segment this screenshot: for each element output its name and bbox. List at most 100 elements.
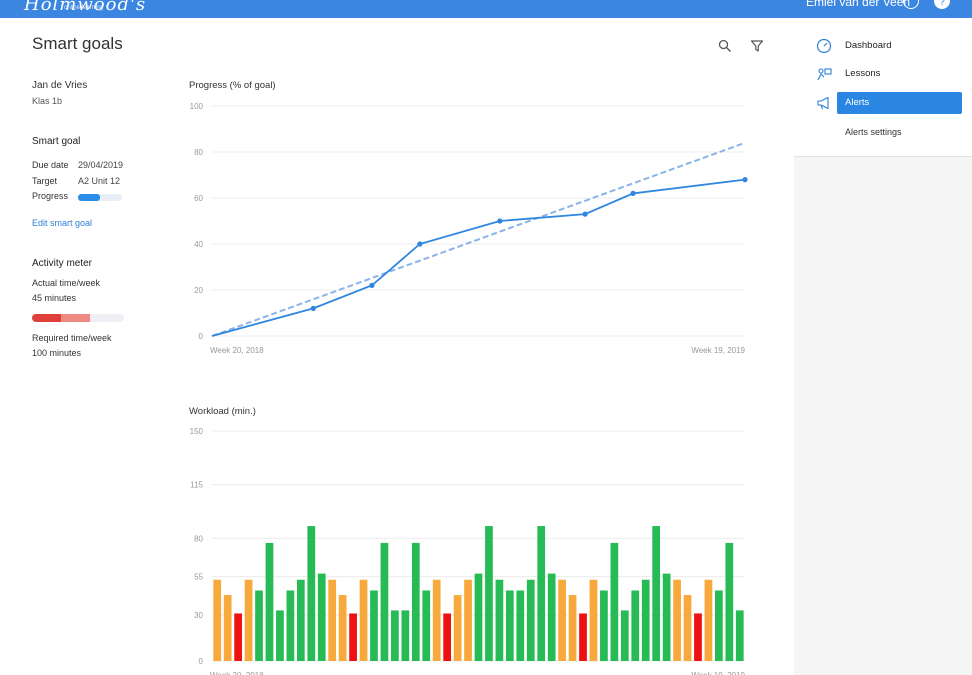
- data-point: [417, 241, 423, 247]
- workload-bar: [464, 579, 472, 661]
- smart-goal-heading: Smart goal: [32, 136, 81, 147]
- required-time-value: 100 minutes: [32, 348, 82, 358]
- activity-meter-bar: [32, 314, 124, 322]
- x-end-label: Week 19, 2019: [691, 346, 745, 355]
- workload-bar: [453, 595, 462, 661]
- trend-line: [211, 141, 746, 337]
- data-point: [310, 305, 316, 311]
- workload-bar: [715, 590, 723, 661]
- sidebar-item-label: Alerts: [845, 97, 870, 108]
- sidebar-item-label: Dashboard: [845, 40, 892, 51]
- sidebar-item-lessons[interactable]: Lessons: [794, 63, 972, 85]
- app-logo-subtitle: online learning: [64, 5, 104, 11]
- sidebar-subitem-alerts-settings[interactable]: Alerts settings: [845, 127, 902, 137]
- actual-time-label: Actual time/week: [32, 278, 101, 288]
- due-date-value: 29/04/2019: [78, 160, 124, 170]
- workload-bar: [380, 542, 389, 661]
- y-tick-label: 0: [199, 332, 204, 341]
- workload-bar: [725, 542, 734, 661]
- workload-bar: [359, 579, 368, 661]
- y-tick-label: 100: [190, 102, 204, 111]
- app-logo[interactable]: Holmwood's: [24, 0, 147, 15]
- y-tick-label: 115: [190, 481, 203, 490]
- workload-bar: [255, 590, 263, 661]
- workload-bar: [317, 573, 326, 661]
- search-icon[interactable]: [718, 39, 732, 53]
- student-name: Jan de Vries: [32, 80, 88, 91]
- sidebar-item-alerts[interactable]: Alerts: [794, 92, 972, 114]
- data-point: [369, 282, 375, 288]
- workload-bar: [234, 613, 242, 661]
- workload-bar: [631, 590, 640, 661]
- workload-bar: [485, 526, 493, 661]
- workload-bar: [610, 542, 619, 661]
- workload-bar: [338, 595, 347, 661]
- megaphone-icon: [817, 96, 829, 110]
- workload-bar: [276, 610, 284, 661]
- sidebar-item-dashboard[interactable]: Dashboard: [794, 35, 972, 57]
- x-start-label: Week 20, 2018: [210, 671, 264, 675]
- workload-bar: [620, 610, 629, 661]
- data-point: [497, 218, 503, 224]
- goal-progress-fill: [78, 194, 100, 201]
- goal-progress-bar: [78, 194, 122, 201]
- workload-bar: [537, 526, 546, 661]
- workload-bar: [495, 579, 504, 661]
- student-class: Klas 1b: [32, 96, 63, 106]
- workload-bar: [558, 579, 566, 661]
- y-tick-label: 40: [194, 240, 203, 249]
- workload-bar: [443, 613, 452, 661]
- y-tick-label: 150: [190, 427, 204, 436]
- progress-chart-title: Progress (% of goal): [189, 80, 276, 91]
- filter-icon[interactable]: [750, 39, 764, 53]
- workload-bar: [526, 579, 535, 661]
- y-tick-label: 20: [194, 286, 203, 295]
- workload-bar: [600, 590, 608, 661]
- workload-bar: [328, 579, 337, 661]
- edit-smart-goal-link[interactable]: Edit smart goal: [32, 218, 93, 228]
- workload-bar: [411, 542, 420, 661]
- lessons-icon: [817, 68, 832, 81]
- y-tick-label: 30: [194, 611, 203, 620]
- speedometer-icon: [816, 38, 832, 54]
- workload-bar: [244, 579, 253, 661]
- y-tick-label: 80: [194, 148, 203, 157]
- workload-bar: [704, 579, 713, 661]
- data-point: [742, 177, 748, 183]
- workload-bar: [505, 590, 514, 661]
- workload-bar: [694, 613, 702, 661]
- x-start-label: Week 20, 2018: [210, 346, 264, 355]
- top-bar: Holmwood's online learning Emiel van der…: [0, 0, 972, 18]
- progress-chart: 0 20 40 60 80 100 Week 20, 2018 Week 19, 2019: [190, 102, 748, 355]
- y-tick-label: 0: [199, 657, 204, 666]
- sidebar-nav: Dashboard Lessons Alerts Alerts settings: [794, 18, 972, 157]
- workload-bar: [432, 579, 441, 661]
- workload-bar: [213, 579, 222, 661]
- workload-bar: [589, 579, 598, 661]
- workload-bar: [391, 610, 399, 661]
- help-icon[interactable]: ?: [934, 0, 950, 9]
- y-tick-label: 80: [194, 534, 203, 543]
- workload-bar: [223, 595, 232, 661]
- workload-bar: [422, 590, 431, 661]
- workload-bar: [662, 573, 671, 661]
- actual-time-value: 45 minutes: [32, 293, 77, 303]
- y-tick-label: 55: [194, 573, 203, 582]
- target-label: Target: [32, 176, 58, 186]
- workload-bar: [307, 526, 316, 661]
- user-name[interactable]: Emiel van der Veen: [806, 0, 911, 9]
- main-content: Smart goals Jan de Vries Klas 1b Smart g…: [0, 18, 794, 675]
- progress-label: Progress: [32, 191, 69, 201]
- workload-bar: [547, 573, 556, 661]
- workload-bar: [349, 613, 357, 661]
- y-tick-label: 60: [194, 194, 203, 203]
- data-point: [630, 190, 636, 196]
- sidebar: Dashboard Lessons Alerts Alerts settings: [794, 18, 972, 675]
- active-indicator: [837, 92, 962, 114]
- workload-bar: [516, 590, 525, 661]
- activity-meter-fill-secondary: [61, 314, 90, 322]
- page-title: Smart goals: [32, 34, 123, 53]
- workload-bar: [579, 613, 587, 661]
- data-point: [582, 211, 588, 217]
- workload-bar: [683, 595, 692, 661]
